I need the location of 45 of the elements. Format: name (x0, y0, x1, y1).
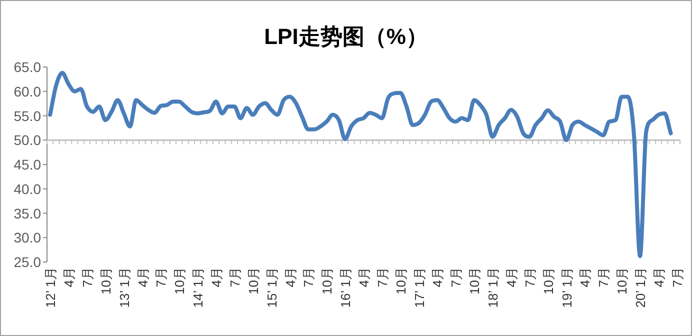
x-tick-label: 7月 (154, 267, 169, 288)
x-tick-label: 4月 (578, 267, 593, 288)
y-tick-label: 30.0 (14, 230, 42, 246)
x-tick-label: 10月 (172, 267, 188, 294)
y-tick-label: 40.0 (14, 180, 42, 197)
x-tick-label: 19’ 1月 (559, 267, 574, 308)
x-tick-label: 18’ 1月 (486, 267, 501, 308)
x-tick-label: 10月 (320, 267, 335, 294)
y-tick-label: 65.0 (14, 59, 42, 75)
x-tick-label: 7月 (448, 267, 464, 288)
x-tick-label: 4月 (430, 267, 446, 288)
y-tick-label: 50.0 (14, 132, 42, 148)
x-tick-label: 4月 (504, 267, 519, 288)
x-tick-label: 16’ 1月 (338, 267, 354, 308)
x-tick-label: 10月 (246, 267, 261, 294)
x-tick-label: 4月 (651, 267, 666, 288)
x-tick-label: 12’ 1月 (43, 267, 58, 308)
y-tick-label: 25.0 (14, 254, 42, 270)
x-tick-label: 7月 (227, 267, 242, 288)
x-tick-label: 7月 (522, 267, 538, 288)
x-tick-label: 7月 (596, 267, 612, 288)
x-tick-label: 4月 (282, 267, 298, 288)
y-tick-label: 60.0 (14, 83, 42, 100)
x-tick-label: 10月 (540, 267, 556, 294)
x-tick-label: 15’ 1月 (264, 267, 280, 308)
x-tick-label: 7月 (80, 267, 95, 288)
x-tick-label: 7月 (670, 267, 685, 288)
x-tick-label: 10月 (467, 267, 482, 294)
x-tick-label: 10月 (98, 267, 114, 294)
x-tick-label: 10月 (393, 267, 408, 294)
x-tick-label: 17’ 1月 (412, 267, 427, 308)
x-tick-label: 4月 (356, 267, 372, 288)
x-tick-label: 7月 (374, 267, 390, 288)
y-tick-label: 55.0 (14, 108, 42, 124)
chart-title: LPI走势图（%） (264, 24, 428, 49)
x-tick-label: 4月 (209, 267, 224, 288)
x-tick-label: 13’ 1月 (116, 267, 132, 308)
y-tick-label: 45.0 (14, 156, 42, 172)
x-tick-label: 7月 (301, 267, 316, 288)
x-tick-label: 4月 (135, 267, 150, 288)
x-tick-label: 20’ 1月 (633, 267, 648, 308)
y-tick-label: 35.0 (14, 205, 42, 222)
x-tick-label: 10月 (614, 267, 630, 294)
x-tick-label: 14’ 1月 (190, 267, 206, 308)
x-tick-label: 4月 (62, 267, 77, 288)
